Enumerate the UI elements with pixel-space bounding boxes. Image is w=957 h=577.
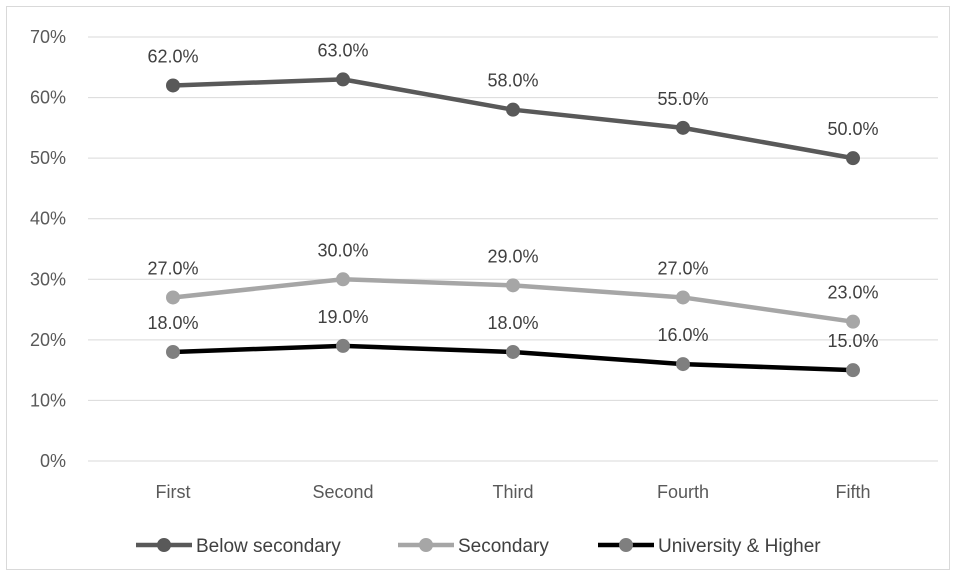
data-point (166, 290, 180, 305)
data-label: 15.0% (827, 331, 878, 351)
legend-marker (419, 538, 433, 552)
data-point (676, 120, 690, 135)
y-tick-label: 10% (30, 390, 66, 410)
y-tick-label: 30% (30, 269, 66, 289)
data-label: 18.0% (147, 313, 198, 333)
data-label: 29.0% (487, 246, 538, 266)
legend-entry: Below secondary (196, 536, 341, 557)
data-label: 27.0% (657, 258, 708, 278)
data-point (846, 363, 860, 378)
data-point (336, 338, 350, 353)
legend-entry: University & Higher (658, 536, 821, 557)
y-tick-label: 40% (30, 209, 66, 229)
data-label: 30.0% (317, 240, 368, 260)
data-point (506, 102, 520, 117)
data-label: 62.0% (147, 46, 198, 66)
data-label: 58.0% (487, 71, 538, 91)
data-point (846, 314, 860, 329)
data-point (846, 151, 860, 166)
data-label: 23.0% (827, 283, 878, 303)
data-label: 16.0% (657, 325, 708, 345)
series-line (170, 77, 856, 161)
y-tick-label: 0% (40, 451, 66, 471)
x-tick-label: Fourth (657, 482, 709, 502)
x-tick-label: Third (492, 482, 533, 502)
chart-frame (6, 6, 950, 570)
data-point (676, 290, 690, 305)
data-label: 18.0% (487, 313, 538, 333)
legend-entry: Secondary (458, 536, 549, 557)
data-label: 27.0% (147, 258, 198, 278)
data-label: 55.0% (657, 89, 708, 109)
data-point (166, 78, 180, 93)
data-point (676, 357, 690, 372)
y-tick-label: 20% (30, 330, 66, 350)
data-label: 63.0% (317, 40, 368, 60)
legend-marker (619, 538, 633, 552)
y-tick-label: 70% (30, 27, 66, 47)
legend-marker (157, 538, 171, 552)
y-tick-label: 60% (30, 88, 66, 108)
x-tick-label: First (156, 482, 191, 502)
data-label: 19.0% (317, 307, 368, 327)
x-tick-label: Fifth (835, 482, 870, 502)
data-label: 50.0% (827, 119, 878, 139)
data-point (336, 72, 350, 87)
x-tick-label: Second (312, 482, 373, 502)
data-point (506, 344, 520, 359)
data-point (506, 278, 520, 293)
data-point (166, 344, 180, 359)
data-point (336, 272, 350, 287)
y-tick-label: 50% (30, 148, 66, 168)
